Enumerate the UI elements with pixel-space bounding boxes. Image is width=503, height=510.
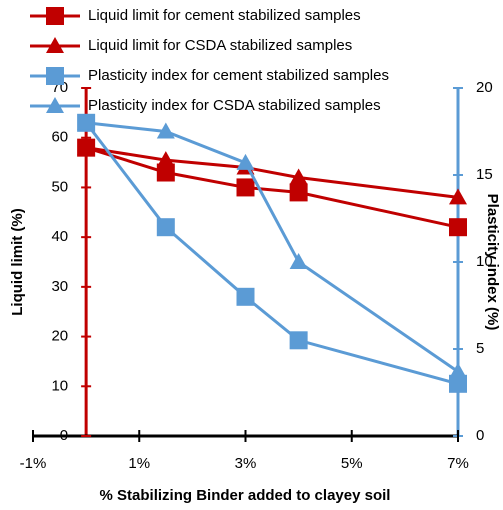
x-tick-label: 5% — [341, 455, 363, 472]
y2-tick-label: 0 — [476, 427, 484, 444]
y2-tick-label: 5 — [476, 340, 484, 357]
x-tick-label: 3% — [235, 455, 257, 472]
legend-label: Liquid limit for cement stabilized sampl… — [88, 7, 361, 24]
y-tick-label: 60 — [51, 129, 68, 146]
y-axis-label: Liquid limit (%) — [9, 208, 26, 315]
marker — [46, 7, 64, 25]
marker — [156, 218, 175, 237]
y-tick-label: 30 — [51, 278, 68, 295]
marker — [46, 67, 64, 85]
x-tick-label: 1% — [128, 455, 150, 472]
y2-tick-label: 20 — [476, 79, 493, 96]
marker — [449, 362, 467, 379]
marker — [46, 97, 64, 113]
y-tick-label: 0 — [60, 427, 68, 444]
marker — [156, 122, 175, 139]
marker — [46, 37, 64, 53]
marker — [289, 183, 308, 202]
y-tick-label: 50 — [51, 178, 68, 195]
marker — [289, 331, 308, 350]
marker — [449, 374, 467, 393]
series-line — [85, 121, 459, 373]
marker — [77, 138, 96, 155]
x-tick-label: 7% — [447, 455, 469, 472]
marker — [449, 188, 467, 205]
y2-axis-label: Plasticity index (%) — [484, 194, 501, 331]
marker — [236, 153, 255, 170]
marker — [77, 113, 96, 130]
marker — [289, 253, 308, 269]
y-tick-label: 20 — [51, 328, 68, 345]
legend-label: Plasticity index for CSDA stabilized sam… — [88, 97, 381, 114]
y2-tick-label: 10 — [476, 253, 493, 270]
legend-label: Plasticity index for cement stabilized s… — [88, 67, 389, 84]
marker — [156, 163, 175, 182]
marker — [236, 287, 255, 306]
series-line — [84, 121, 459, 386]
x-axis-label: % Stabilizing Binder added to clayey soi… — [100, 487, 391, 504]
legend-label: Liquid limit for CSDA stabilized samples — [88, 37, 352, 54]
marker — [449, 218, 467, 237]
marker — [289, 168, 308, 185]
y-tick-label: 40 — [51, 228, 68, 245]
x-tick-label: -1% — [20, 455, 47, 472]
marker — [236, 178, 255, 197]
y2-tick-label: 15 — [476, 166, 493, 183]
y-tick-label: 10 — [51, 377, 68, 394]
marker — [156, 151, 175, 168]
